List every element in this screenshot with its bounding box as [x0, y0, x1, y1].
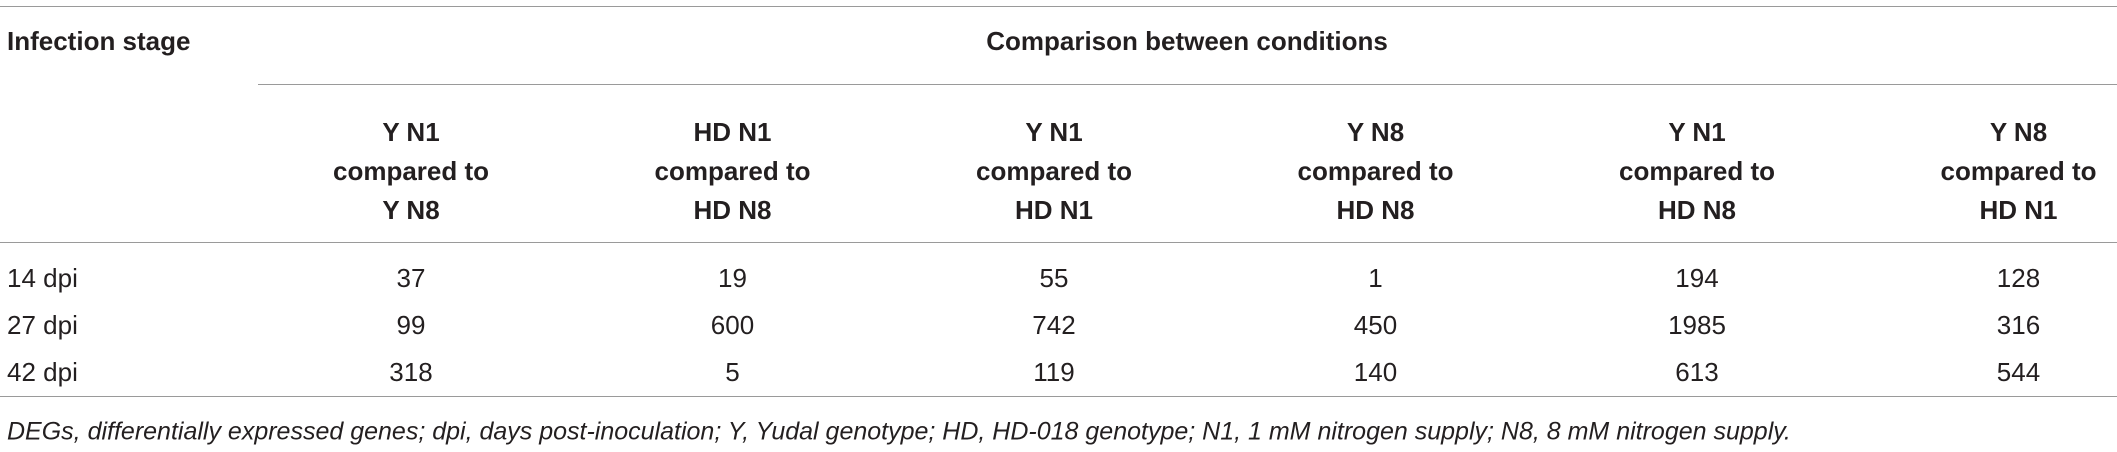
cell: 194 — [1675, 263, 1719, 293]
cell: 99 — [396, 310, 426, 340]
cell: 316 — [1996, 310, 2041, 340]
top-rule — [0, 6, 2117, 7]
column-header: HD N8 — [1336, 195, 1415, 225]
cell: 600 — [710, 310, 755, 340]
column-header: Y N1 — [382, 117, 440, 147]
footnote: DEGs, differentially expressed genes; dp… — [7, 417, 1791, 446]
cell: 5 — [725, 357, 740, 387]
column-header: compared to — [654, 156, 811, 186]
column-header: compared to — [1297, 156, 1454, 186]
column-header: Y N8 — [1989, 117, 2048, 147]
cell: 742 — [1032, 310, 1076, 340]
row-label: 14 dpi — [7, 263, 78, 293]
cell: 19 — [718, 263, 747, 293]
cell: 37 — [396, 263, 426, 293]
column-header: Y N1 — [1025, 117, 1083, 147]
group-header: Comparison between conditions — [986, 26, 1388, 56]
cell: 1 — [1368, 263, 1383, 293]
cell: 318 — [389, 357, 433, 387]
row-label: 42 dpi — [7, 357, 78, 387]
cell: 119 — [1033, 357, 1075, 387]
column-header: HD N1 — [1979, 195, 2058, 225]
column-header: compared to — [1618, 156, 1776, 186]
column-header: HD N8 — [693, 195, 772, 225]
cell: 544 — [1996, 357, 2041, 387]
header-rule — [0, 242, 2117, 243]
column-header: Y N8 — [382, 195, 440, 225]
column-header: compared to — [975, 156, 1133, 186]
row-label: 27 dpi — [7, 310, 78, 340]
column-header: Y N1 — [1668, 117, 1726, 147]
cell: 1985 — [1668, 310, 1726, 340]
column-header: Y N8 — [1346, 117, 1405, 147]
stub-header: Infection stage — [7, 26, 191, 56]
cell: 450 — [1353, 310, 1398, 340]
cell: 613 — [1675, 357, 1719, 387]
column-header: HD N1 — [1014, 195, 1094, 225]
cell: 55 — [1039, 263, 1069, 293]
column-header: HD N1 — [693, 117, 772, 147]
cell: 140 — [1353, 357, 1398, 387]
bottom-rule — [0, 396, 2117, 397]
group-rule — [258, 84, 2117, 85]
cell: 128 — [1996, 263, 2041, 293]
column-header: compared to — [1940, 156, 2097, 186]
column-header: compared to — [332, 156, 490, 186]
column-header: HD N8 — [1657, 195, 1737, 225]
